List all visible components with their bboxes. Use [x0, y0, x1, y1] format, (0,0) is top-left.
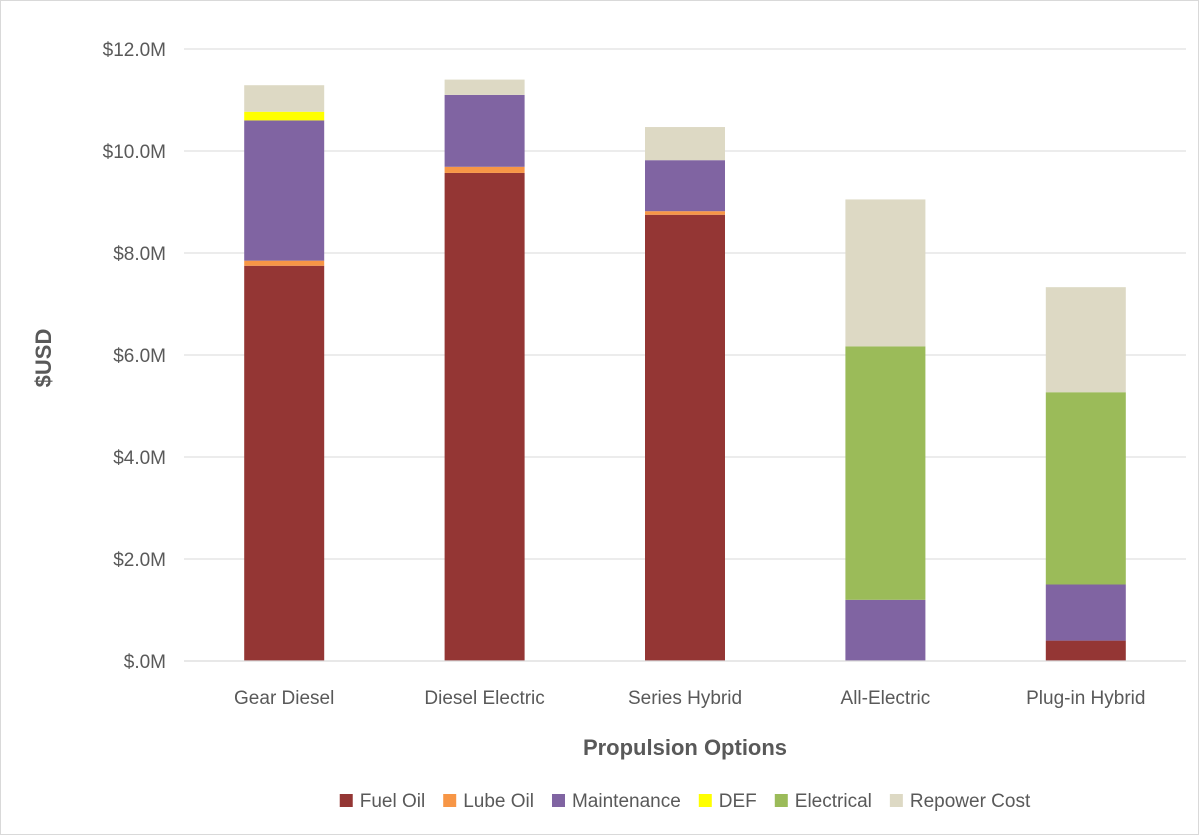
x-tick-label: All-Electric [841, 688, 931, 709]
bar-segment-electrical [845, 346, 926, 600]
y-tick-label: $4.0M [113, 448, 166, 469]
bar-segment-repower-cost [244, 85, 325, 112]
legend-swatch [698, 794, 712, 807]
bar-segment-lube-oil [444, 166, 525, 173]
axes: $.0M $2.0M $4.0M $6.0M $8.0M $10.0M $12.0M Gear… [103, 40, 1186, 709]
legend-swatch [339, 794, 353, 807]
x-tick-label: Series Hybrid [628, 688, 742, 709]
legend-swatch [551, 794, 565, 807]
legend-label: Lube Oil [463, 791, 534, 812]
bar-segment-maintenance [645, 160, 725, 212]
bar-segment-lube-oil [645, 211, 725, 215]
x-axis-title: Propulsion Options [583, 735, 787, 760]
bar-segment-lube-oil [244, 260, 325, 266]
y-tick-label: $10.0M [103, 142, 166, 163]
legend-swatch [774, 794, 788, 807]
y-tick-label: $2.0M [113, 550, 166, 571]
legend-label: Maintenance [572, 791, 681, 812]
x-tick-label: Gear Diesel [234, 688, 334, 709]
bar-segment-electrical [1045, 392, 1126, 585]
legend-label: DEF [719, 791, 757, 812]
legend-swatch [443, 794, 457, 807]
legend-label: Fuel Oil [360, 791, 425, 812]
legend-label: Electrical [795, 791, 872, 812]
bar-segment-fuel-oil [244, 265, 325, 661]
y-tick-label: $12.0M [103, 40, 166, 61]
y-tick-label: $6.0M [113, 346, 166, 367]
bar-segment-maintenance [845, 599, 926, 661]
y-tick-label: $8.0M [113, 244, 166, 265]
bar-segment-fuel-oil [444, 172, 525, 661]
legend: Fuel Oil Lube Oil Maintenance DEF Electrical… [339, 791, 1031, 812]
bar-segment-def [244, 111, 325, 121]
y-tick-label: $.0M [124, 652, 166, 673]
bar-segment-repower-cost [444, 79, 525, 95]
bar-segment-fuel-oil [1045, 640, 1126, 661]
legend-label: Repower Cost [910, 791, 1031, 812]
legend-swatch [889, 794, 903, 807]
bar-segment-repower-cost [645, 127, 725, 161]
bar-segment-repower-cost [845, 199, 926, 347]
bar-segment-maintenance [244, 120, 325, 261]
y-axis-title: $USD [31, 329, 56, 388]
x-tick-label: Diesel Electric [424, 688, 544, 709]
bar-segment-fuel-oil [645, 214, 725, 661]
bar-segment-repower-cost [1045, 287, 1126, 393]
x-tick-label: Plug-in Hybrid [1026, 688, 1145, 709]
bar-segment-maintenance [444, 94, 525, 167]
bar-segment-maintenance [1045, 584, 1126, 641]
bar-stacks [244, 79, 1126, 661]
